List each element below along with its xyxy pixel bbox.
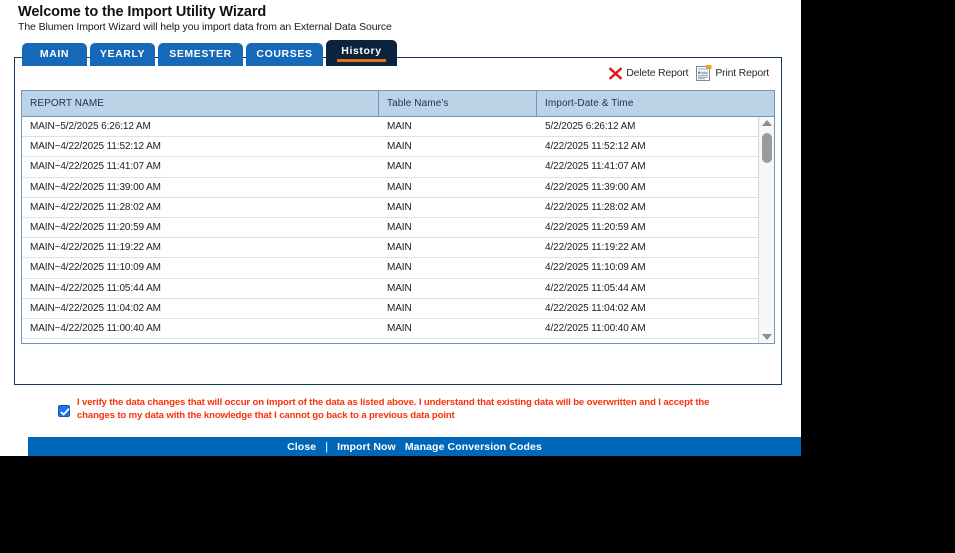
cell-report-name: MAIN~4/22/2025 11:19:22 AM xyxy=(30,242,161,254)
cell-table-name: MAIN xyxy=(387,201,412,213)
table-row[interactable]: MAIN~4/22/2025 11:28:02 AM MAIN 4/22/2025 … xyxy=(22,198,758,218)
cell-import-date: 4/22/2025 11:05:44 AM xyxy=(545,282,646,294)
red-x-icon xyxy=(608,66,623,80)
tab-main-label: MAIN xyxy=(39,48,70,60)
print-report-button[interactable]: Print Report xyxy=(696,64,769,82)
cell-table-name: MAIN xyxy=(387,302,412,314)
cell-report-name: MAIN~4/22/2025 11:28:02 AM xyxy=(30,201,161,213)
column-header-report-name[interactable]: REPORT NAME xyxy=(22,91,379,116)
cell-report-name: MAIN~4/22/2025 11:10:09 AM xyxy=(30,262,161,274)
cell-report-name: MAIN~4/22/2025 11:41:07 AM xyxy=(30,161,161,173)
cell-import-date: 4/22/2025 11:00:40 AM xyxy=(545,322,646,334)
cell-import-date: 4/22/2025 11:52:12 AM xyxy=(545,141,646,153)
verify-agreement: I verify the data changes that will occu… xyxy=(58,397,748,422)
scroll-up-arrow-icon[interactable] xyxy=(761,120,772,126)
grid-header-scroll-spacer xyxy=(758,91,774,116)
cell-import-date: 4/22/2025 11:04:02 AM xyxy=(545,302,646,314)
tab-main[interactable]: MAIN xyxy=(22,43,87,66)
cell-import-date: 4/22/2025 11:28:02 AM xyxy=(545,201,646,213)
cell-table-name: MAIN xyxy=(387,282,412,294)
report-toolbar: Delete Report Print Report xyxy=(15,58,781,88)
tab-courses[interactable]: COURSES xyxy=(246,43,323,66)
table-row[interactable]: MAIN~4/22/2025 10:59:11 AMMAIN4/22/2025 … xyxy=(22,339,758,343)
table-row[interactable]: MAIN~4/22/2025 11:04:02 AM MAIN 4/22/2025 … xyxy=(22,299,758,319)
cell-import-date: 5/2/2025 6:26:12 AM xyxy=(545,121,636,133)
cell-table-name: MAIN xyxy=(387,322,412,334)
table-row[interactable]: MAIN~4/22/2025 11:20:59 AM MAIN 4/22/2025 … xyxy=(22,218,758,239)
scrollbar-track[interactable] xyxy=(759,129,774,331)
cell-table-name: MAIN xyxy=(387,262,412,274)
table-row[interactable]: MAIN~5/2/2025 6:26:12 AM MAIN 5/2/2025 6:2… xyxy=(22,117,758,138)
tab-history[interactable]: History xyxy=(326,40,397,66)
tab-semester-label: SEMESTER xyxy=(169,48,232,60)
reports-grid: REPORT NAME Table Name's Import-Date & T… xyxy=(21,90,775,344)
cell-report-name: MAIN~4/22/2025 11:39:00 AM xyxy=(30,181,161,193)
cell-table-name: MAIN xyxy=(387,141,412,153)
page-subtitle: The Blumen Import Wizard will help you i… xyxy=(18,21,392,33)
cell-table-name: MAIN xyxy=(387,222,412,234)
table-row[interactable]: MAIN~4/22/2025 11:52:12 AM MAIN 4/22/2025 … xyxy=(22,137,758,158)
page-title: Welcome to the Import Utility Wizard xyxy=(18,4,267,20)
grid-rows: MAIN~5/2/2025 6:26:12 AM MAIN 5/2/2025 6:2… xyxy=(22,117,758,343)
verify-text: I verify the data changes that will occu… xyxy=(77,397,710,421)
table-row[interactable]: MAIN~4/22/2025 11:05:44 AM MAIN 4/22/2025 … xyxy=(22,279,758,299)
column-header-table-name[interactable]: Table Name's xyxy=(379,91,537,116)
table-row[interactable]: MAIN~4/22/2025 11:00:40 AM MAIN 4/22/2025 … xyxy=(22,319,758,340)
cell-report-name: MAIN~4/22/2025 11:04:02 AM xyxy=(30,302,161,314)
bottom-bar-separator: | xyxy=(325,440,329,453)
cell-report-name: MAIN~5/2/2025 6:26:12 AM xyxy=(30,121,151,133)
delete-report-label: Delete Report xyxy=(626,67,689,79)
print-report-label: Print Report xyxy=(715,67,769,79)
cell-import-date: 4/22/2025 11:19:22 AM xyxy=(545,242,646,254)
table-row[interactable]: MAIN~4/22/2025 11:41:07 AM MAIN 4/22/2025 … xyxy=(22,157,758,178)
cell-table-name: MAIN xyxy=(387,121,412,133)
vertical-scrollbar[interactable] xyxy=(758,117,774,343)
cell-import-date: 4/22/2025 11:10:09 AM xyxy=(545,262,646,274)
import-wizard-window: Welcome to the Import Utility Wizard The… xyxy=(0,0,801,456)
grid-body: MAIN~5/2/2025 6:26:12 AM MAIN 5/2/2025 6:2… xyxy=(22,117,774,343)
tab-history-label: History xyxy=(341,45,382,57)
history-panel: Delete Report Print Report R xyxy=(14,57,782,385)
tab-yearly[interactable]: YEARLY xyxy=(90,43,155,66)
tab-active-underline xyxy=(337,59,386,62)
grid-header-row: REPORT NAME Table Name's Import-Date & T… xyxy=(22,91,774,117)
cell-report-name: MAIN~4/22/2025 11:52:12 AM xyxy=(30,141,161,153)
scrollbar-thumb[interactable] xyxy=(762,133,772,163)
column-header-import-date[interactable]: Import-Date & Time xyxy=(545,98,634,109)
tab-bar: MAIN YEARLY SEMESTER COURSES History xyxy=(22,40,801,66)
import-now-button[interactable]: Import Now xyxy=(337,440,396,453)
cell-import-date: 4/22/2025 11:39:00 AM xyxy=(545,181,646,193)
cell-report-name: MAIN~4/22/2025 11:00:40 AM xyxy=(30,322,161,334)
checkmark-icon xyxy=(60,407,70,416)
scroll-down-arrow-icon[interactable] xyxy=(761,334,772,340)
cell-report-name: MAIN~4/22/2025 11:20:59 AM xyxy=(30,222,161,234)
bottom-action-bar: Close | Import Now Manage Conversion Cod… xyxy=(28,437,801,456)
cell-import-date: 4/22/2025 11:41:07 AM xyxy=(545,161,646,173)
cell-import-date: 4/22/2025 11:20:59 AM xyxy=(545,222,646,234)
table-row[interactable]: MAIN~4/22/2025 11:10:09 AM MAIN 4/22/2025 … xyxy=(22,258,758,279)
tab-yearly-label: YEARLY xyxy=(99,48,146,60)
table-row[interactable]: MAIN~4/22/2025 11:39:00 AM MAIN 4/22/2025 … xyxy=(22,178,758,198)
cell-table-name: MAIN xyxy=(387,242,412,254)
cell-table-name: MAIN xyxy=(387,181,412,193)
page-header: Welcome to the Import Utility Wizard The… xyxy=(0,0,801,34)
tab-courses-label: COURSES xyxy=(256,48,313,60)
verify-checkbox[interactable] xyxy=(58,405,70,417)
delete-report-button[interactable]: Delete Report xyxy=(608,66,689,81)
table-row[interactable]: MAIN~4/22/2025 11:19:22 AM MAIN 4/22/2025 … xyxy=(22,238,758,259)
print-report-icon xyxy=(696,64,712,81)
cell-report-name: MAIN~4/22/2025 11:05:44 AM xyxy=(30,282,161,294)
close-button[interactable]: Close xyxy=(287,440,317,453)
tab-semester[interactable]: SEMESTER xyxy=(158,43,243,66)
manage-conversion-codes-button[interactable]: Manage Conversion Codes xyxy=(404,440,542,453)
cell-table-name: MAIN xyxy=(387,161,412,173)
